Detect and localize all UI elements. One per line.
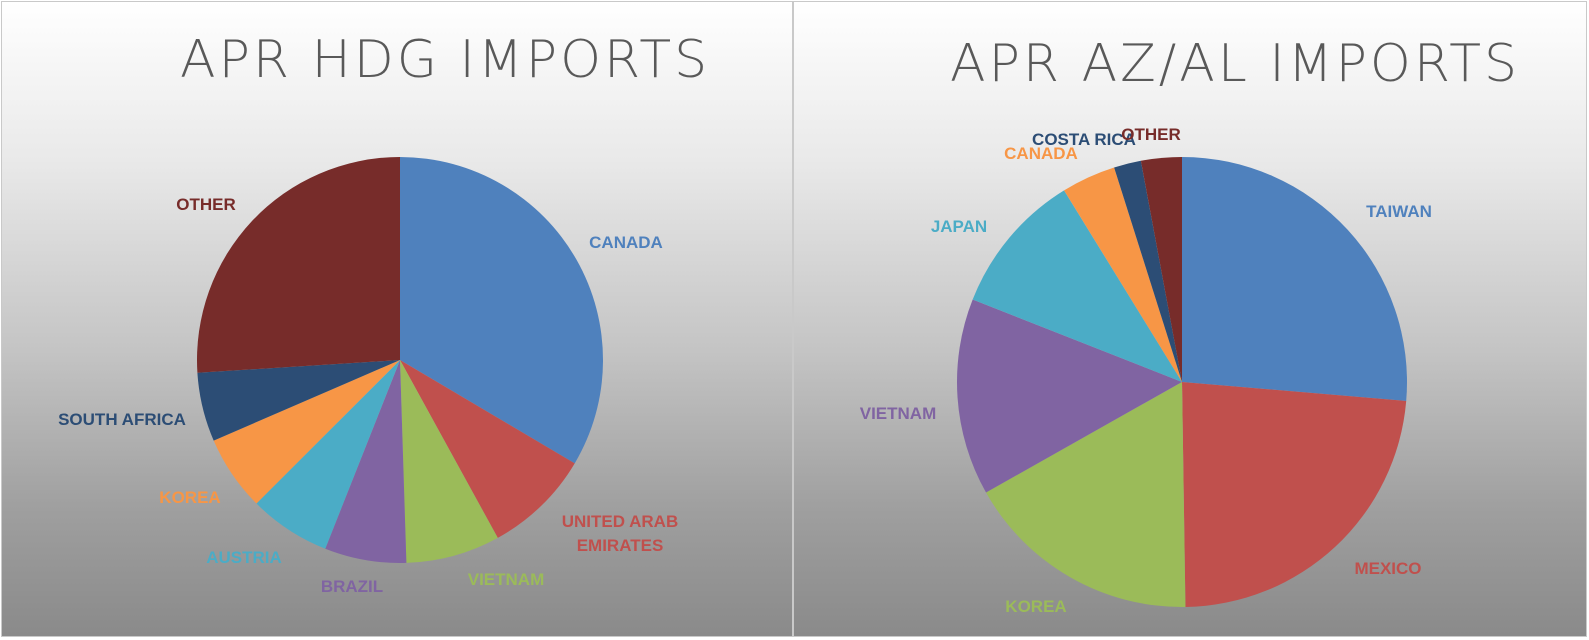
data-label-costa-rica: COSTA RICA bbox=[1032, 130, 1136, 149]
data-label-vietnam: VIETNAM bbox=[860, 404, 937, 423]
pie-slice-korea bbox=[213, 360, 400, 504]
pie-slice-japan bbox=[972, 190, 1182, 382]
data-label-japan: JAPAN bbox=[931, 217, 987, 236]
azal-pie: TAIWAN MEXICO KOREA VIETNAM JAPAN CANADACOSTA… bbox=[860, 125, 1432, 616]
data-label-south-africa: SOUTH AFRICA bbox=[58, 410, 186, 429]
data-label-vietnam: VIETNAM bbox=[468, 570, 545, 589]
data-label-canada: CANADA bbox=[589, 233, 663, 252]
data-label-korea: KOREA bbox=[159, 488, 220, 507]
pie-slice-taiwan bbox=[1182, 157, 1407, 401]
pie-slice-korea bbox=[986, 382, 1186, 607]
data-label-other: OTHER bbox=[1121, 125, 1181, 144]
pie-slice-south-africa bbox=[197, 360, 400, 441]
data-label-korea: KOREA bbox=[1005, 597, 1066, 616]
chart-title: APR AZ/AL IMPORTS bbox=[950, 34, 1520, 94]
pie-slice-costa-rica bbox=[1114, 160, 1182, 382]
chart-title: APR HDG IMPORTS bbox=[180, 30, 711, 90]
data-label-mexico: MEXICO bbox=[1354, 559, 1421, 578]
pie-slice-vietnam bbox=[400, 360, 498, 563]
pie-slice-united-arab-emirates bbox=[400, 360, 575, 538]
azal-imports-chart: APR AZ/AL IMPORTS TAIWAN MEXICO KOREA VIETN… bbox=[793, 1, 1587, 637]
data-label-canada: CANADA bbox=[1004, 144, 1078, 163]
pie-slice-other bbox=[196, 157, 400, 373]
pie-slice-brazil bbox=[325, 360, 407, 563]
data-label-other: OTHER bbox=[176, 195, 236, 214]
pie-slice-austria bbox=[256, 360, 400, 549]
hdg-imports-chart: APR HDG IMPORTS CANADA UNITED ARAB EMIRATE… bbox=[1, 1, 793, 637]
pie-slice-canada bbox=[400, 157, 604, 464]
pie-slice-canada bbox=[1064, 167, 1182, 382]
data-label-united-arab-emirates: UNITED ARAB EMIRATES bbox=[562, 512, 678, 555]
data-label-taiwan: TAIWAN bbox=[1366, 202, 1432, 221]
pie-slice-other bbox=[1140, 157, 1182, 382]
hdg-pie: CANADA UNITED ARAB EMIRATES VIETNAM BRAZIL AU… bbox=[58, 157, 678, 596]
data-label-brazil: BRAZIL bbox=[321, 577, 383, 596]
data-label-austria: AUSTRIA bbox=[206, 548, 282, 567]
pie-slice-vietnam bbox=[957, 299, 1182, 493]
pie-slice-mexico bbox=[1182, 382, 1407, 607]
